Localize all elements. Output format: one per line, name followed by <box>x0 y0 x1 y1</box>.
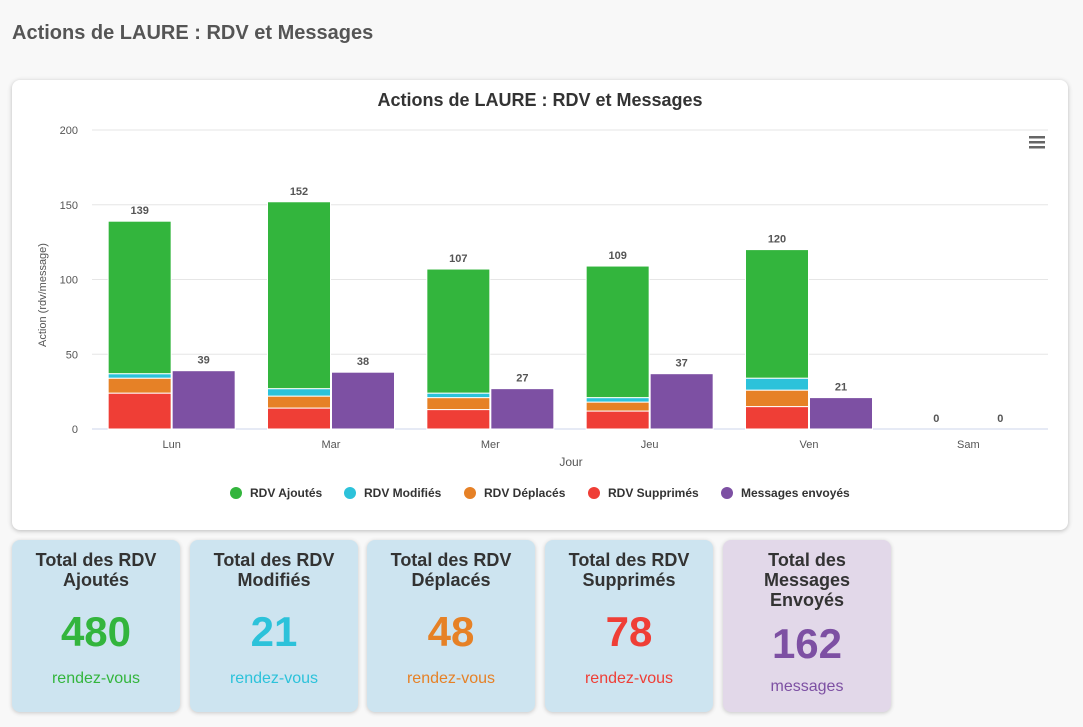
bar-segment <box>745 389 809 408</box>
stat-title: Total des RDV Ajoutés <box>35 550 157 590</box>
legend-marker <box>721 487 733 499</box>
y-tick-label: 0 <box>72 424 78 436</box>
stat-unit: rendez-vous <box>406 670 496 687</box>
data-label: 0 <box>997 413 1003 425</box>
legend-item: RDV Ajoutés <box>250 486 323 500</box>
bar <box>649 373 714 430</box>
data-label: 39 <box>198 355 210 367</box>
data-label: 0 <box>933 413 939 425</box>
bar-segment <box>426 268 491 394</box>
x-tick-label: Mar <box>322 439 341 451</box>
data-label: 37 <box>676 358 688 370</box>
legend-item: Messages envoyés <box>741 486 850 500</box>
stat-unit: messages <box>770 678 844 695</box>
legend-marker <box>588 487 600 499</box>
stat-card-ajoutes: Total des RDV Ajoutés 480 rendez-vous <box>12 540 180 712</box>
bar-segment <box>585 265 650 399</box>
bar-segment <box>267 388 331 397</box>
bar-segment <box>745 377 809 391</box>
stat-value: 162 <box>771 620 843 667</box>
stat-card-supprimes: Total des RDV Supprimés 78 rendez-vous <box>545 540 713 712</box>
stat-unit: rendez-vous <box>51 670 141 687</box>
stat-value: 48 <box>427 608 475 655</box>
y-axis-label: Action (rdv/message) <box>37 243 49 347</box>
data-label: 21 <box>835 382 847 394</box>
y-tick-label: 100 <box>60 275 78 287</box>
stat-value: 480 <box>60 608 132 655</box>
bar-segment <box>585 410 650 430</box>
bar-chart: Actions de LAURE : RDV et Messages 0 50 10… <box>37 90 1048 500</box>
bar <box>809 397 873 430</box>
stat-unit: rendez-vous <box>229 670 319 687</box>
y-tick-label: 200 <box>60 125 78 137</box>
data-label: 120 <box>768 234 786 246</box>
bar-segment <box>107 220 172 375</box>
x-tick-label: Sam <box>957 439 980 451</box>
menu-icon[interactable] <box>1029 136 1045 149</box>
stat-card-messages: Total des Messages Envoyés 162 messages <box>723 540 891 712</box>
bar-segment <box>107 373 172 379</box>
bar-segment <box>267 201 331 390</box>
stat-value: 78 <box>605 608 653 655</box>
x-tick-label: Jeu <box>641 439 659 451</box>
bar-segment <box>107 377 172 394</box>
stat-card-deplaces: Total des RDV Déplacés 48 rendez-vous <box>367 540 535 712</box>
stat-card-modifies: Total des RDV Modifiés 21 rendez-vous <box>190 540 358 712</box>
page-title: Actions de LAURE : RDV et Messages <box>12 22 374 44</box>
stat-title: Total des RDV Modifiés <box>213 550 335 590</box>
stat-unit: rendez-vous <box>584 670 674 687</box>
bar-segment <box>426 409 491 430</box>
chart-legend: RDV Ajoutés RDV Modifiés RDV Déplacés RDV S… <box>230 486 850 500</box>
bar-segment <box>585 401 650 412</box>
stat-value: 21 <box>250 608 298 655</box>
bar <box>171 370 236 430</box>
bar <box>331 371 395 430</box>
stat-title: Total des Messages Envoyés <box>763 550 851 610</box>
bar-segment <box>267 407 331 430</box>
bar <box>490 388 555 430</box>
chart-card: Actions de LAURE : RDV et Messages 0 50 10… <box>12 80 1068 530</box>
stat-title: Total des RDV Déplacés <box>390 550 512 590</box>
data-label: 107 <box>449 253 467 265</box>
x-tick-label: Ven <box>800 439 819 451</box>
data-label: 27 <box>516 373 528 385</box>
legend-item: RDV Modifiés <box>364 486 442 500</box>
bar-segment <box>745 406 809 430</box>
legend-marker <box>344 487 356 499</box>
bar-segment <box>426 392 491 399</box>
y-tick-label: 150 <box>60 200 78 212</box>
x-tick-label: Lun <box>162 439 180 451</box>
stat-title: Total des RDV Supprimés <box>568 550 690 590</box>
legend-item: RDV Supprimés <box>608 486 699 500</box>
y-tick-label: 50 <box>66 349 78 361</box>
legend-marker <box>464 487 476 499</box>
data-label: 139 <box>130 205 148 217</box>
bar-segment <box>267 395 331 409</box>
data-label: 38 <box>357 356 369 368</box>
bar-segment <box>745 249 809 379</box>
data-label: 109 <box>608 250 626 262</box>
legend-marker <box>230 487 242 499</box>
bar-segment <box>585 397 650 403</box>
bar-segment <box>107 392 172 430</box>
bar-segment <box>426 397 491 411</box>
x-axis-label: Jour <box>559 455 582 469</box>
data-label: 152 <box>290 186 308 198</box>
legend-item: RDV Déplacés <box>484 486 566 500</box>
x-tick-label: Mer <box>481 439 500 451</box>
chart-title: Actions de LAURE : RDV et Messages <box>377 90 702 110</box>
